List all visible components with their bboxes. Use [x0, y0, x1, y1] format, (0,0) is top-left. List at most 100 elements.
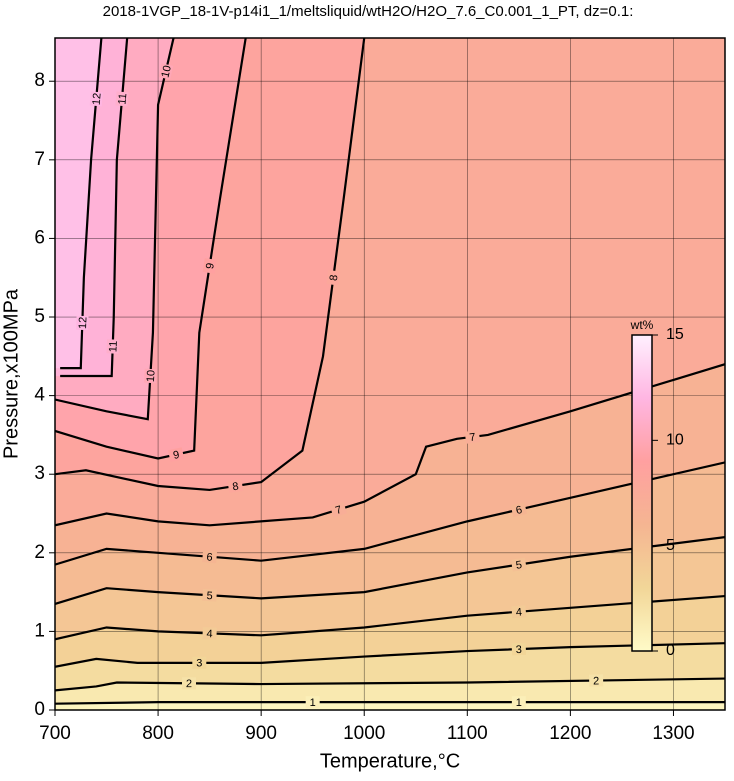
colorbar	[631, 334, 653, 652]
contour-label-group: 12	[89, 91, 104, 107]
contour-label-group: 6	[202, 550, 218, 564]
contour-label-bg	[202, 550, 218, 564]
contour-line	[55, 38, 247, 460]
contour-label-bg	[511, 642, 527, 656]
y-tick-label: 7	[34, 149, 45, 170]
contour-label: 7	[334, 504, 343, 517]
contour-label: 2	[186, 678, 192, 690]
contour-label: 9	[172, 449, 181, 462]
contour-label: 9	[204, 262, 217, 270]
contour-label-bg	[227, 479, 244, 493]
colorbar-tick-label: 5	[666, 537, 675, 554]
contour-label: 12	[91, 92, 104, 105]
contour-label: 8	[232, 481, 240, 494]
colorbar-tick-label: 15	[666, 326, 684, 343]
contour-label-group: 8	[326, 269, 341, 286]
contour-label: 11	[116, 93, 129, 105]
y-tick-label: 3	[34, 463, 45, 484]
contour-label-bg	[192, 656, 207, 669]
contour-label: 1	[516, 697, 522, 709]
plot-frame	[54, 37, 726, 711]
contour-label-group: 3	[511, 642, 527, 656]
chart-title: 2018-1VGP_18-1V-p14i1_1/meltsliquid/wtH2…	[103, 3, 634, 20]
contour-label: 12	[77, 317, 89, 330]
contour-label-group: 10	[158, 63, 174, 80]
colorbar-tick-label: 0	[666, 642, 675, 659]
contour-label-bg	[167, 447, 185, 462]
contour-label-bg	[202, 627, 217, 640]
y-tick-label: 4	[34, 385, 45, 406]
x-tick-label: 900	[245, 723, 277, 744]
contour-label-bg	[143, 368, 157, 384]
contour-label-group: 3	[192, 656, 207, 670]
contour-label: 7	[469, 431, 477, 444]
contour-label: 2	[593, 675, 599, 687]
contour-fill	[55, 702, 725, 710]
contour-line	[55, 363, 725, 527]
contour-label: 4	[206, 628, 213, 640]
overlay: 700 800 900 1000 1100 1200 1300012345678wt%051…	[34, 37, 726, 744]
x-tick-label: 1200	[549, 723, 591, 744]
y-tick-label: 2	[34, 542, 45, 563]
contour-label-group: 12	[76, 315, 89, 331]
x-tick-label: 1000	[343, 723, 385, 744]
contour-label-bg	[202, 588, 217, 602]
contour-label-group: 11	[106, 339, 120, 354]
contour-label-group: 2	[181, 677, 197, 690]
contour-line	[55, 461, 725, 566]
contour-label-bg	[115, 91, 129, 107]
contour-label-group: 5	[511, 557, 527, 572]
contour-label-bg	[76, 315, 89, 331]
contour-label: 10	[159, 64, 173, 79]
contour-label-bg	[511, 557, 527, 572]
contour-label: 10	[145, 370, 158, 383]
contour-label: 5	[515, 559, 523, 572]
contour-label-bg	[589, 674, 604, 687]
contour-label-bg	[181, 677, 197, 690]
contour-label: 5	[206, 590, 213, 602]
contour-label-bg	[202, 258, 217, 274]
contour-label-group: 10	[143, 368, 158, 384]
contour-label-bg	[464, 430, 481, 444]
colorbar-label: wt%	[630, 318, 654, 332]
colorbar-tick-label: 10	[666, 432, 684, 449]
contour-label-bg	[511, 696, 526, 709]
contour-label: 1	[310, 697, 316, 709]
contour-label-bg	[305, 696, 320, 709]
contour-line	[55, 594, 725, 641]
contour-line	[55, 535, 725, 605]
contour-label-group: 7	[464, 430, 481, 444]
contour-label-group: 4	[511, 605, 527, 619]
y-tick-label: 1	[34, 620, 45, 641]
y-tick-label: 0	[34, 699, 45, 720]
contour-label-group: 4	[202, 627, 217, 640]
contour-label-group: 1	[305, 696, 320, 709]
contour-label: 4	[515, 606, 522, 618]
contour-label-group: 6	[510, 502, 528, 517]
contour-label-bg	[330, 501, 347, 518]
contour-label-group: 8	[227, 479, 244, 494]
contour-label-group: 9	[202, 258, 217, 274]
contour-label: 8	[328, 274, 341, 282]
x-tick-label: 1100	[447, 723, 488, 744]
x-axis-label: Temperature,°C	[320, 750, 460, 772]
contour-line	[55, 701, 725, 705]
contour-label-bg	[326, 269, 341, 286]
contour-label-group: 2	[589, 674, 604, 687]
contour-label-bg	[89, 91, 103, 107]
contour-label-group: 7	[330, 501, 347, 518]
contour-line	[60, 38, 129, 378]
contour-label-bg	[106, 339, 119, 354]
contour-label-group: 1	[511, 696, 526, 709]
x-tick-label: 700	[39, 723, 71, 744]
y-tick-label: 5	[34, 306, 45, 327]
y-axis-label: Pressure,x100MPa	[0, 288, 22, 459]
contour-label: 6	[515, 504, 524, 517]
x-tick-label: 800	[142, 723, 174, 744]
contour-label-bg	[158, 63, 174, 80]
y-tick-label: 8	[34, 70, 45, 91]
contour-label: 11	[107, 341, 119, 353]
contour-label-bg	[510, 502, 528, 517]
